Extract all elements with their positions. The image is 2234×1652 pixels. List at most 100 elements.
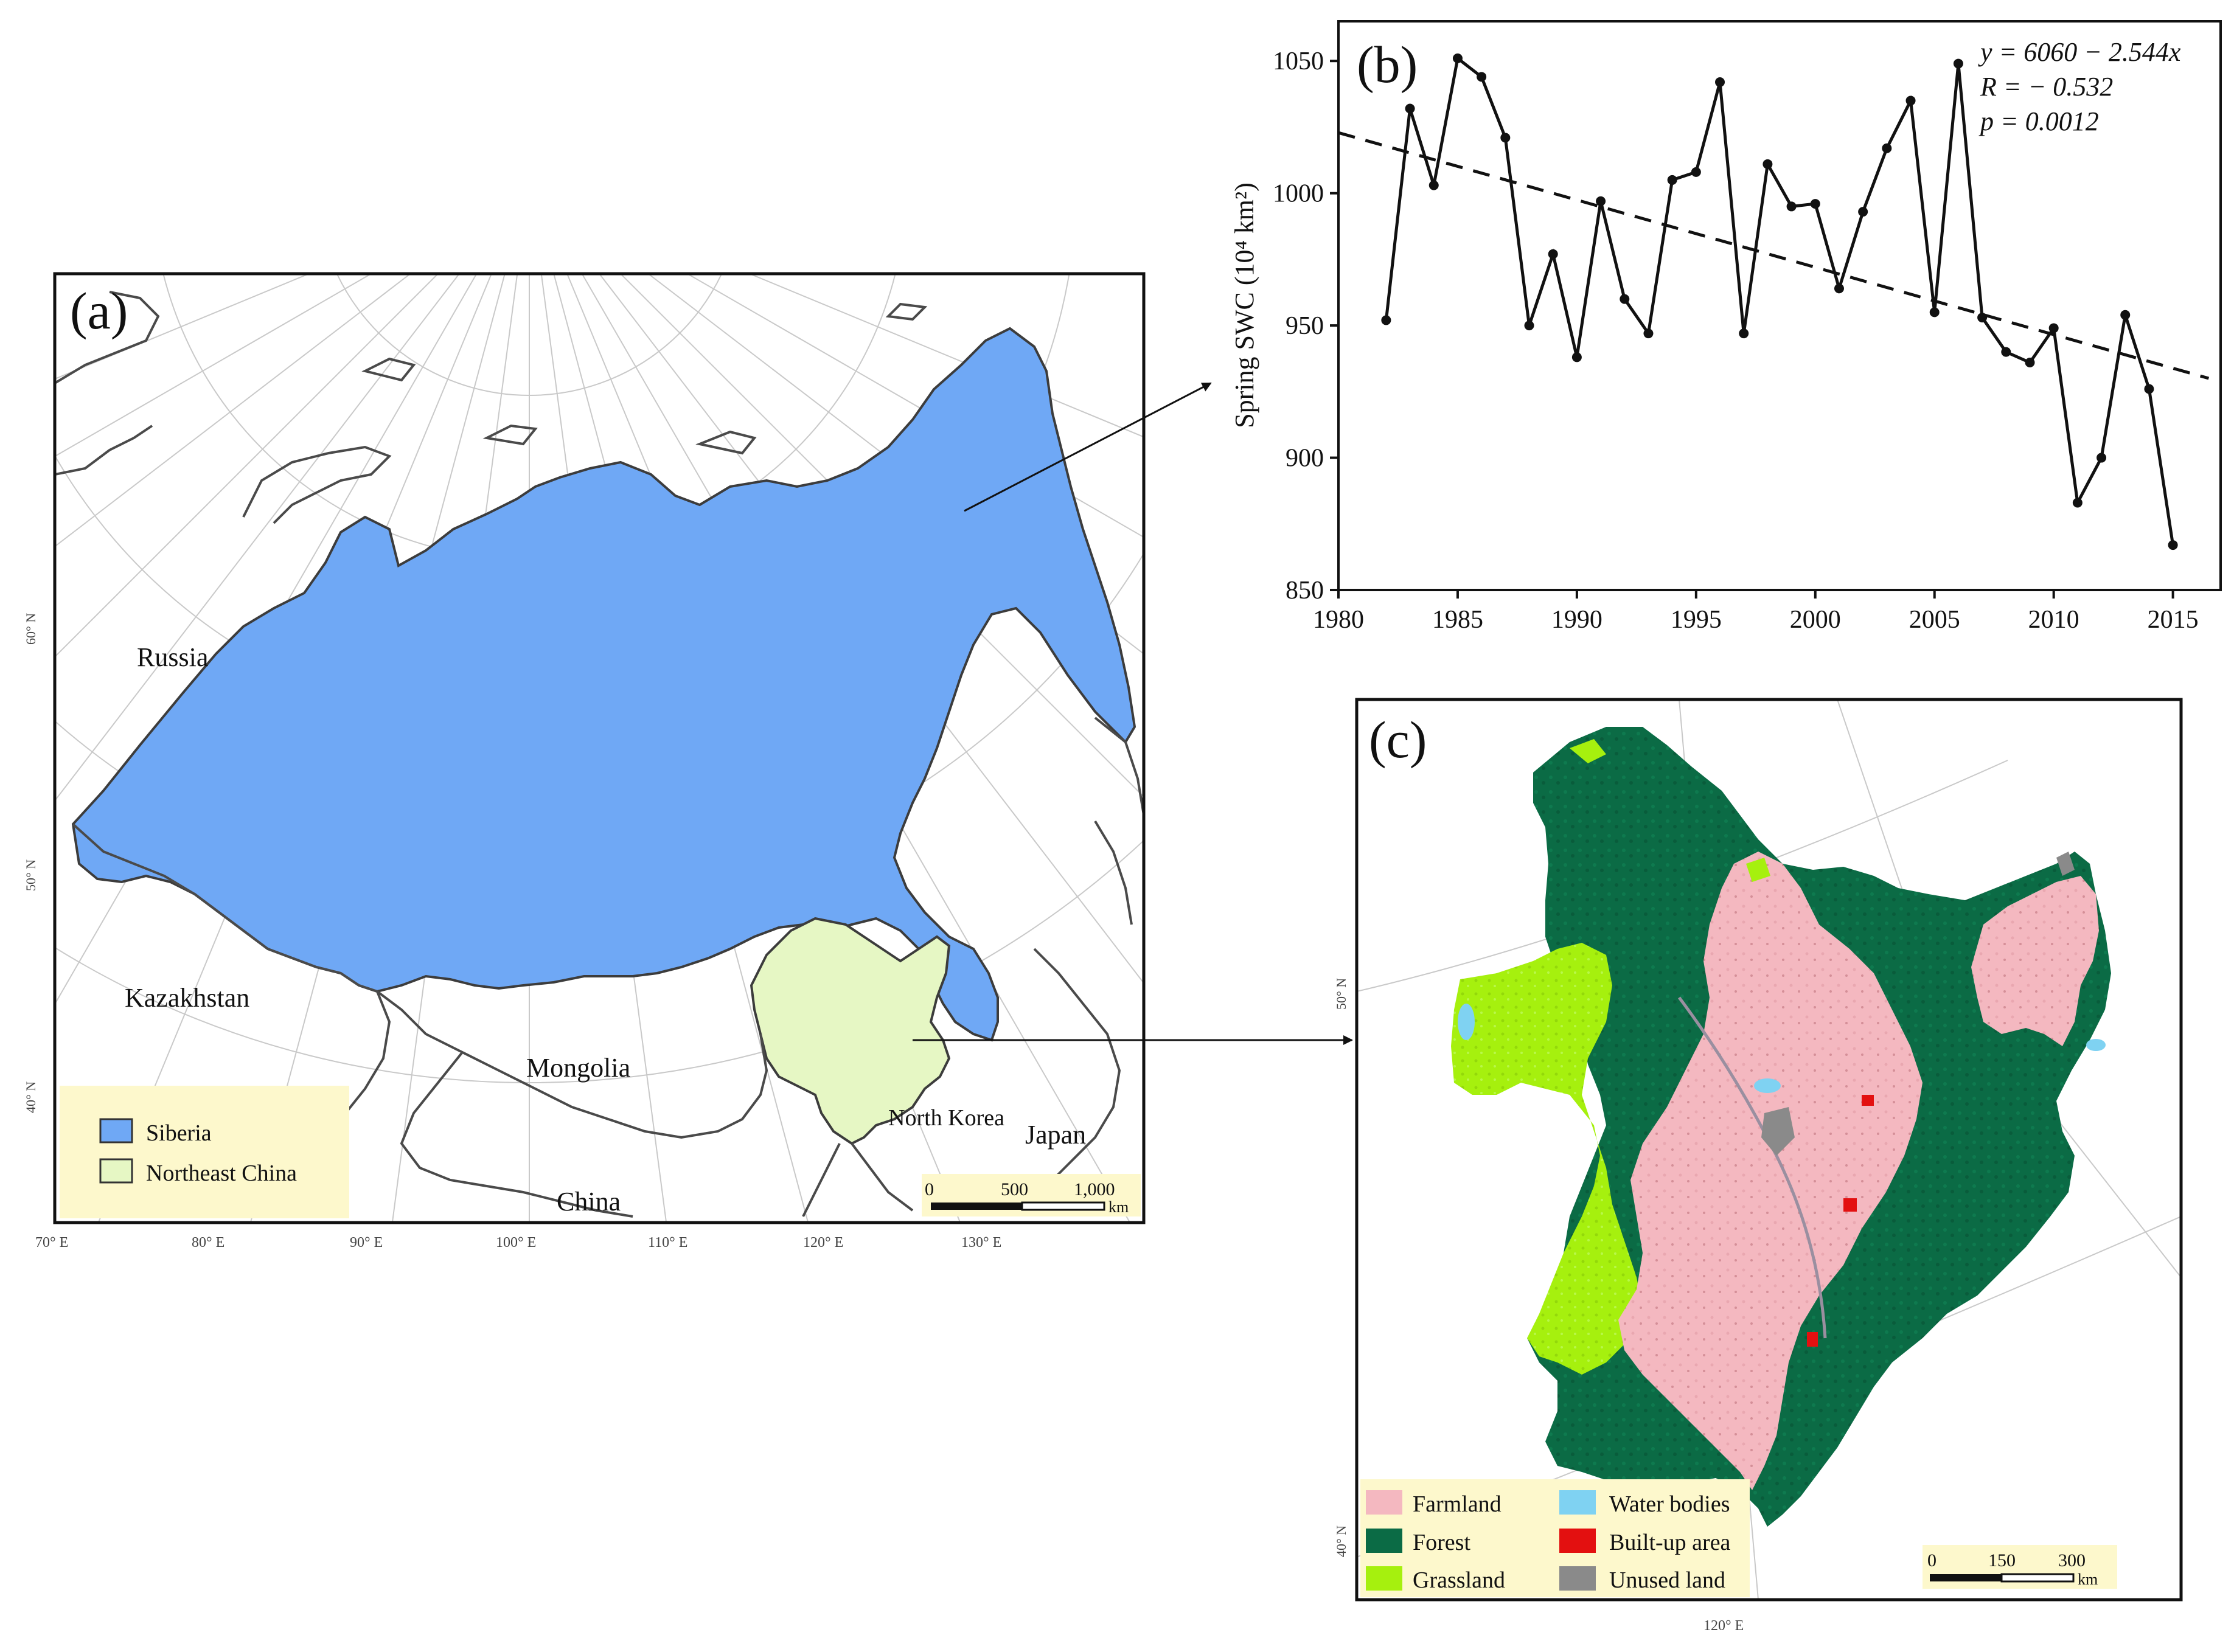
chart-data-point bbox=[1620, 294, 1630, 304]
arrow-to-panel-b bbox=[964, 382, 1212, 512]
legend-swatch-grassland bbox=[1366, 1566, 1402, 1591]
chart-annotation-r: R = − 0.532 bbox=[1980, 72, 2113, 102]
landuse-builtup-1 bbox=[1862, 1095, 1874, 1106]
legend-label-water-bodies: Water bodies bbox=[1609, 1491, 1730, 1517]
chart-data-point bbox=[1929, 307, 1940, 318]
chart-data-point bbox=[2001, 347, 2011, 357]
panel-a-scalebar: 0 500 1,000 km bbox=[922, 1174, 1141, 1216]
chart-y-tick-label: 1050 bbox=[1273, 47, 1324, 75]
meridian-line bbox=[55, 274, 373, 457]
chart-data-point bbox=[1428, 180, 1439, 190]
meridian-line bbox=[619, 274, 1144, 798]
landuse-farmland bbox=[1618, 852, 1923, 1490]
meridian-line bbox=[55, 274, 412, 547]
legend-swatch-farmland bbox=[1366, 1490, 1402, 1515]
northeast-china-region bbox=[750, 917, 951, 1145]
chart-x-tick-label: 1980 bbox=[1313, 606, 1364, 634]
chart-x-tick-label: 2005 bbox=[1909, 606, 1960, 634]
chart-x-tick-label: 2000 bbox=[1790, 606, 1841, 634]
siberia-region bbox=[71, 327, 1136, 1042]
legend-swatch-siberia bbox=[99, 1118, 133, 1144]
legend-label-northeast-china: Northeast China bbox=[146, 1161, 297, 1186]
parallel-line bbox=[336, 274, 723, 396]
chart-data-point bbox=[1858, 207, 1868, 217]
chart-data-point bbox=[1548, 249, 1558, 259]
scalebar-c-tick-0: 0 bbox=[1927, 1550, 1936, 1570]
lon-label-130e: 130° E bbox=[961, 1235, 1001, 1251]
lon-label-110e: 110° E bbox=[648, 1235, 687, 1251]
chart-data-point bbox=[1905, 95, 1916, 106]
chart-y-tick-label: 950 bbox=[1286, 312, 1324, 340]
chart-trendline bbox=[1338, 131, 2210, 380]
lon-label-c-120e: 120° E bbox=[1703, 1618, 1744, 1634]
chart-data-point bbox=[1953, 58, 1963, 69]
panel-a-map: (a) Russia Kazakhstan Mongolia China Nor… bbox=[23, 272, 1146, 1251]
meridian-line bbox=[686, 274, 1144, 538]
lat-label-c-50n: 50° N bbox=[1334, 978, 1349, 1010]
lon-label-70e: 70° E bbox=[35, 1235, 68, 1251]
legend-label-unused-land: Unused land bbox=[1609, 1567, 1725, 1593]
landuse-unused-patch-east bbox=[2056, 852, 2075, 876]
scalebar-c-tick-2: 300 bbox=[2058, 1550, 2086, 1570]
lon-label-100e: 100° E bbox=[496, 1235, 536, 1251]
chart-data-point bbox=[1500, 133, 1511, 143]
chart-data-point bbox=[1405, 103, 1415, 114]
scalebar-a-tick-0: 0 bbox=[925, 1179, 934, 1199]
landuse-builtup-2 bbox=[1843, 1198, 1857, 1212]
panel-b-chart: (b) Spring SWC (10⁴ km²) 1980 1985 1990 199… bbox=[1230, 20, 2222, 634]
chart-data-point bbox=[2072, 498, 2083, 508]
panel-a-frame bbox=[53, 272, 1146, 1224]
scalebar-a-tick-2: 1,000 bbox=[1074, 1179, 1115, 1199]
chart-data-point bbox=[1786, 201, 1797, 212]
chart-data-point bbox=[1762, 159, 1773, 169]
chart-data-point bbox=[1810, 199, 1820, 209]
chart-data-point bbox=[1452, 53, 1463, 63]
chart-data-point bbox=[1643, 328, 1654, 339]
label-china: China bbox=[557, 1187, 621, 1216]
chart-x-tick-label: 2015 bbox=[2148, 606, 2199, 634]
chart-annotation-equation: y = 6060 − 2.544x bbox=[1978, 37, 2181, 67]
chart-x-tick-label: 2010 bbox=[2028, 606, 2079, 634]
landuse-water-lake-west bbox=[1458, 1004, 1475, 1040]
chart-data-point bbox=[1882, 143, 1892, 153]
lat-label-60n: 60° N bbox=[23, 613, 38, 645]
panel-a-borders bbox=[55, 291, 1144, 1218]
lon-label-120e: 120° E bbox=[803, 1235, 843, 1251]
panel-a-label: (a) bbox=[70, 282, 128, 340]
chart-series-line bbox=[1384, 55, 2175, 546]
legend-swatch-water-bodies bbox=[1559, 1490, 1596, 1515]
legend-swatch-forest bbox=[1366, 1529, 1402, 1553]
label-north-korea: North Korea bbox=[888, 1105, 1004, 1131]
panel-c-frame bbox=[1355, 698, 2183, 1602]
landuse-grassland-north bbox=[1570, 739, 1606, 763]
chart-data-point bbox=[2144, 384, 2154, 394]
legend-label-built-up-area: Built-up area bbox=[1609, 1530, 1731, 1555]
chart-y-tick-label: 900 bbox=[1286, 445, 1324, 473]
label-mongolia: Mongolia bbox=[526, 1053, 630, 1083]
chart-annotation-p: p = 0.0012 bbox=[1978, 106, 2099, 136]
lat-label-c-40n: 40° N bbox=[1334, 1525, 1349, 1557]
legend-swatch-built-up-area bbox=[1559, 1529, 1596, 1553]
legend-swatch-unused-land bbox=[1559, 1566, 1596, 1591]
scalebar-a-tick-1: 500 bbox=[1001, 1179, 1028, 1199]
legend-label-farmland: Farmland bbox=[1413, 1491, 1502, 1517]
landuse-grassland-central bbox=[1746, 858, 1770, 882]
legend-label-siberia: Siberia bbox=[146, 1120, 212, 1146]
panel-c-scalebar: 0 150 300 km bbox=[1923, 1545, 2117, 1589]
chart-data-point bbox=[1739, 328, 1749, 339]
chart-plot-frame bbox=[1337, 20, 2222, 591]
label-japan: Japan bbox=[1025, 1120, 1086, 1150]
lat-label-40n: 40° N bbox=[23, 1081, 38, 1113]
chart-data-point bbox=[1571, 352, 1582, 363]
landuse-unused-patch bbox=[1761, 1107, 1795, 1156]
chart-data-point bbox=[1381, 315, 1391, 325]
landuse-farmland-east bbox=[1971, 876, 2099, 1046]
chart-data-point bbox=[2097, 453, 2107, 463]
chart-x-tick-label: 1995 bbox=[1671, 606, 1722, 634]
label-kazakhstan: Kazakhstan bbox=[125, 983, 249, 1013]
chart-data-point bbox=[1691, 167, 1701, 177]
legend-label-forest: Forest bbox=[1413, 1530, 1470, 1555]
chart-data-point bbox=[1477, 72, 1487, 82]
legend-label-grassland: Grassland bbox=[1413, 1567, 1505, 1593]
